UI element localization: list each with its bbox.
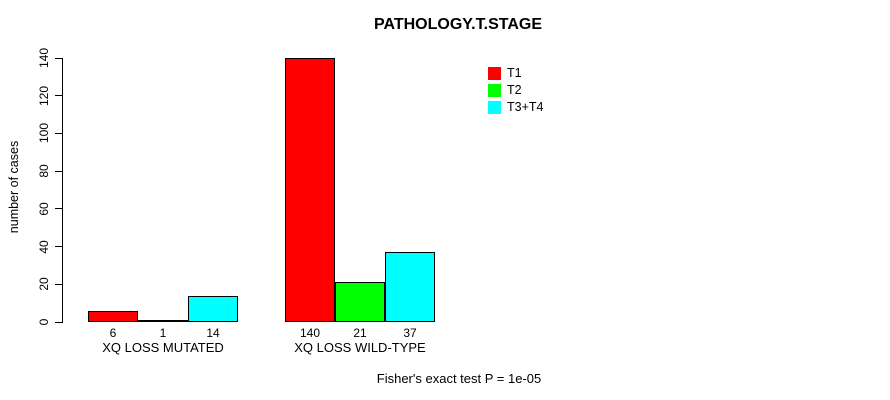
bar xyxy=(88,311,138,322)
bar-value-label: 37 xyxy=(403,326,417,340)
y-tick xyxy=(55,132,63,134)
y-tick-label: 0 xyxy=(37,318,51,326)
y-tick xyxy=(55,246,63,248)
legend-swatch xyxy=(488,101,501,114)
y-tick-label: 60 xyxy=(37,202,51,216)
legend-swatch xyxy=(488,67,501,80)
legend-label: T2 xyxy=(507,83,522,97)
y-axis-line xyxy=(62,58,63,323)
bar xyxy=(138,320,188,322)
bar xyxy=(285,58,335,322)
annotation-text: Fisher's exact test P = 1e-05 xyxy=(376,371,542,386)
y-tick-label: 120 xyxy=(37,85,51,106)
bar-value-label: 14 xyxy=(206,326,220,340)
bar-value-label: 6 xyxy=(109,326,117,340)
legend-swatch xyxy=(488,84,501,97)
y-tick xyxy=(55,208,63,210)
y-tick xyxy=(55,57,63,59)
bar-value-label: 140 xyxy=(299,326,321,340)
bar-value-label: 1 xyxy=(159,326,167,340)
bar xyxy=(335,282,385,322)
y-tick xyxy=(55,321,63,323)
y-tick-label: 40 xyxy=(37,239,51,254)
legend-label: T1 xyxy=(507,66,522,80)
y-tick-label: 140 xyxy=(37,47,51,69)
chart-title: PATHOLOGY.T.STAGE xyxy=(373,16,543,33)
bar-value-label: 21 xyxy=(353,326,367,340)
bar xyxy=(385,252,435,322)
legend-label: T3+T4 xyxy=(507,100,544,114)
y-tick xyxy=(55,95,63,97)
group-label: XQ LOSS WILD-TYPE xyxy=(294,340,426,355)
y-tick-label: 100 xyxy=(37,123,51,144)
y-tick-label: 80 xyxy=(37,164,51,178)
group-label: XQ LOSS MUTATED xyxy=(102,340,224,355)
y-tick xyxy=(55,283,63,285)
y-tick-label: 20 xyxy=(37,277,51,291)
y-tick xyxy=(55,170,63,172)
y-axis-label: number of cases xyxy=(7,140,21,234)
bar xyxy=(188,296,238,322)
